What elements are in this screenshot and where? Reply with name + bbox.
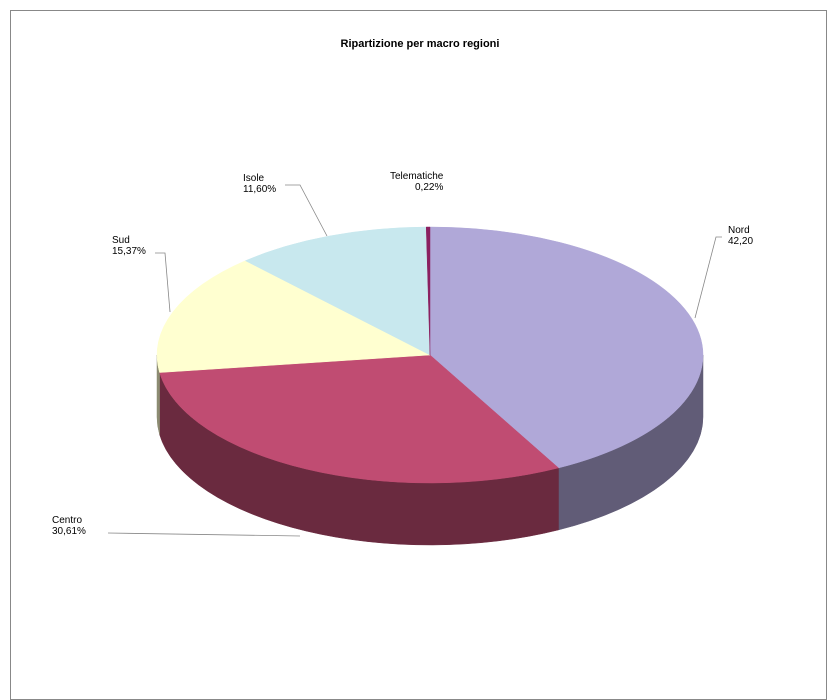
slice (429, 226, 704, 469)
slice-value-label: 30,61% (52, 526, 86, 537)
leader-line (107, 532, 301, 537)
slice-label: Nord (728, 225, 750, 236)
leader-line (694, 236, 722, 319)
slice-label: Centro (52, 515, 82, 526)
leader-line (155, 252, 171, 313)
slice (156, 260, 431, 373)
slice-value-label: 0,22% (415, 182, 443, 193)
leader-line (285, 184, 328, 237)
slice-label: Telematiche (390, 171, 444, 182)
slice-value-label: 42,20 (728, 236, 753, 247)
slice-label: Isole (243, 173, 265, 184)
slice (244, 226, 431, 356)
chart-title: Ripartizione per macro regioni (341, 38, 500, 50)
slice (159, 354, 560, 484)
slice (425, 226, 431, 356)
slice-value-label: 15,37% (112, 246, 146, 257)
slice-label: Sud (112, 235, 130, 246)
slice-value-label: 11,60% (243, 184, 276, 195)
